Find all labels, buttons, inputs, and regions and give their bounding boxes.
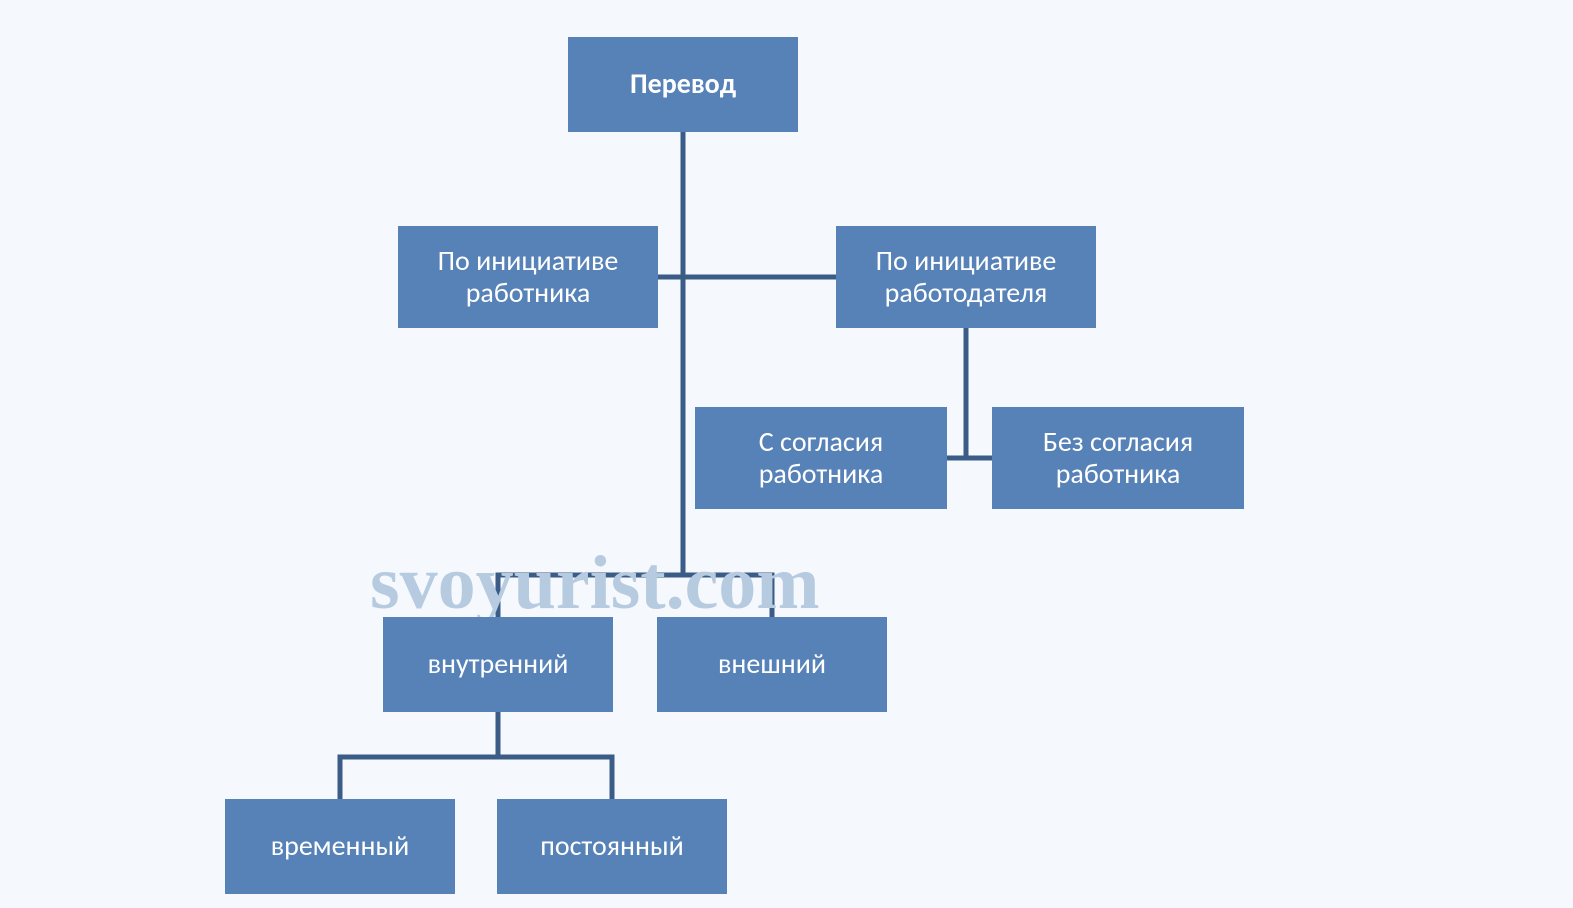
- node-root: Перевод: [568, 37, 798, 132]
- node-no_consent: Без согласия работника: [992, 407, 1244, 509]
- diagram-canvas: svoyurist.com Перевод По инициативе работ…: [0, 0, 1573, 908]
- node-external: внешний: [657, 617, 887, 712]
- node-init_er: По инициативе работодателя: [836, 226, 1096, 328]
- watermark-text: svoyurist.com: [370, 540, 820, 627]
- node-temporary: временный: [225, 799, 455, 894]
- node-permanent: постоянный: [497, 799, 727, 894]
- node-internal: внутренний: [383, 617, 613, 712]
- node-init_emp: По инициативе работника: [398, 226, 658, 328]
- node-consent: С согласия работника: [695, 407, 947, 509]
